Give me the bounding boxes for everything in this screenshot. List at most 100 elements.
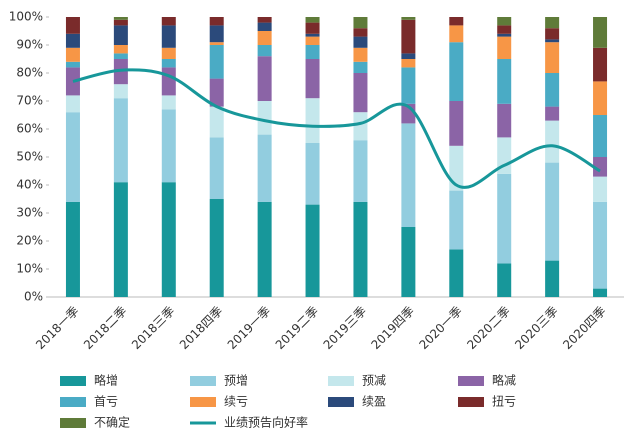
bar-segment	[113, 19, 128, 26]
bar-segment	[257, 31, 272, 45]
bar-segment	[545, 73, 560, 107]
bar-segment	[65, 47, 80, 62]
y-tick-label: 30%	[16, 206, 43, 220]
bar-segment	[161, 47, 176, 59]
bar-segment	[545, 28, 560, 40]
bar-segment	[209, 199, 224, 297]
bar-segment	[353, 17, 368, 29]
y-tick-label: 100%	[9, 10, 43, 24]
legend-label: 首亏	[94, 395, 118, 409]
bar-segment	[401, 227, 416, 297]
bar-segment	[257, 45, 272, 57]
bar-segment	[161, 25, 176, 48]
bar-segment	[257, 101, 272, 135]
bar-segment	[65, 95, 80, 113]
bar-segment	[545, 120, 560, 163]
bar-segment	[497, 173, 512, 264]
bar-segment	[209, 25, 224, 43]
bar-segment	[353, 36, 368, 48]
y-tick-label: 60%	[16, 122, 43, 136]
legend-label: 预增	[224, 374, 248, 388]
bar-segment	[497, 17, 512, 26]
bar-segment	[305, 204, 320, 297]
y-tick-label: 70%	[16, 94, 43, 108]
bar-segment	[593, 17, 608, 48]
bar-segment	[305, 33, 320, 37]
bar-segment	[209, 42, 224, 45]
bar-segment	[257, 201, 272, 297]
bar-segment	[65, 17, 80, 34]
legend-swatch	[458, 397, 484, 407]
bar-segment	[305, 22, 320, 34]
bar-segment	[449, 145, 464, 191]
y-tick-label: 80%	[16, 66, 43, 80]
bar-segment	[305, 59, 320, 99]
bar-segment	[449, 190, 464, 250]
legend-swatch	[328, 397, 354, 407]
bar-segment	[401, 53, 416, 59]
bar-segment	[449, 42, 464, 101]
bar-segment	[113, 182, 128, 297]
x-tick-label: 2019四季	[369, 304, 417, 352]
bar-segment	[305, 143, 320, 205]
x-tick-label: 2019一季	[225, 304, 273, 352]
bar-segment	[401, 67, 416, 104]
bar-segment	[161, 67, 176, 96]
x-tick-label: 2020二季	[464, 304, 512, 352]
bar-segment	[113, 25, 128, 45]
legend-swatch	[458, 376, 484, 386]
legend-swatch	[328, 376, 354, 386]
bar-segment	[353, 61, 368, 73]
bar-segment	[401, 19, 416, 54]
bar-segment	[113, 98, 128, 183]
bar-segment	[209, 45, 224, 79]
bar-segment	[593, 157, 608, 177]
x-tick-label: 2019二季	[273, 304, 321, 352]
y-tick-label: 20%	[16, 234, 43, 248]
legend-label: 业绩预告向好率	[224, 415, 308, 430]
bar-segment	[161, 59, 176, 68]
bar-segment	[449, 249, 464, 297]
bar-segment	[449, 25, 464, 43]
y-tick-label: 40%	[16, 178, 43, 192]
x-tick-label: 2020一季	[416, 304, 464, 352]
legend-swatch	[190, 376, 216, 386]
y-tick-label: 50%	[16, 150, 43, 164]
bar-segment	[497, 33, 512, 37]
bar-segment	[401, 123, 416, 227]
legend-label: 续盈	[362, 395, 386, 409]
x-tick-label: 2018三季	[129, 304, 177, 352]
bar-segment	[65, 201, 80, 297]
bar-segment	[401, 59, 416, 68]
legend-label: 略增	[94, 373, 118, 388]
bar-segment	[593, 176, 608, 202]
x-tick-label: 2020四季	[560, 304, 608, 352]
legend-label: 续亏	[224, 395, 248, 409]
bar-segment	[545, 39, 560, 43]
bar-segment	[161, 17, 176, 26]
bar-segment	[161, 182, 176, 297]
bar-segment	[545, 17, 560, 29]
bar-segment	[257, 134, 272, 202]
bar-segment	[497, 59, 512, 104]
x-tick-label: 2018四季	[177, 304, 225, 352]
bar-segment	[353, 47, 368, 62]
bar-segment	[497, 36, 512, 59]
bar-segment	[353, 140, 368, 202]
bar-segment	[545, 106, 560, 121]
legend-swatch	[60, 397, 86, 407]
x-tick-label: 2019三季	[321, 304, 369, 352]
bar-segment	[593, 201, 608, 289]
bar-segment	[545, 42, 560, 73]
bar-segment	[497, 263, 512, 297]
bar-segment	[257, 22, 272, 31]
x-tick-label: 2020三季	[512, 304, 560, 352]
bar-segment	[353, 112, 368, 141]
bar-segment	[161, 109, 176, 183]
legend-swatch	[60, 376, 86, 386]
legend-label: 不确定	[94, 415, 130, 430]
bar-segment	[497, 103, 512, 138]
legend-label: 预减	[362, 374, 386, 388]
y-tick-label: 10%	[16, 262, 43, 276]
bar-segment	[401, 17, 416, 20]
